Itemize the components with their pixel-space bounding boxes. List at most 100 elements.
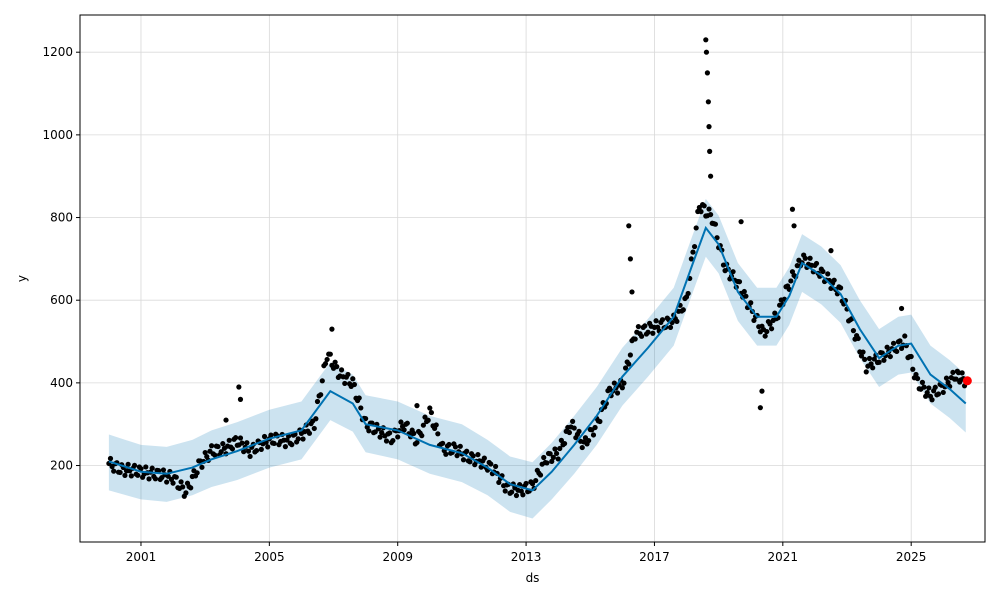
x-tick-label: 2001 bbox=[126, 550, 157, 564]
observed-point bbox=[547, 451, 553, 457]
y-tick-label: 800 bbox=[50, 211, 73, 225]
observed-point bbox=[860, 349, 866, 355]
observed-point bbox=[929, 397, 935, 403]
observed-point bbox=[940, 389, 946, 396]
observed-point bbox=[164, 479, 170, 485]
observed-point bbox=[701, 203, 707, 209]
observed-point bbox=[935, 391, 942, 397]
observed-point bbox=[313, 416, 319, 422]
observed-point bbox=[597, 418, 603, 425]
observed-point bbox=[550, 454, 556, 460]
observed-point bbox=[698, 209, 704, 215]
x-tick-label: 2017 bbox=[639, 550, 670, 564]
observed-point bbox=[226, 437, 232, 443]
observed-point bbox=[890, 340, 897, 346]
observed-point bbox=[566, 429, 573, 436]
observed-point bbox=[327, 351, 333, 357]
observed-point bbox=[708, 173, 714, 179]
observed-point bbox=[898, 305, 905, 312]
observed-point bbox=[282, 444, 288, 450]
observed-point bbox=[626, 361, 632, 367]
y-tick-label: 1000 bbox=[42, 128, 73, 142]
observed-point bbox=[143, 464, 149, 470]
observed-point bbox=[544, 460, 550, 466]
observed-point bbox=[705, 99, 711, 105]
observed-point bbox=[871, 356, 877, 362]
observed-point bbox=[199, 464, 205, 470]
observed-point bbox=[395, 434, 401, 440]
observed-point bbox=[945, 379, 951, 386]
observed-point bbox=[239, 440, 245, 446]
observed-point bbox=[284, 437, 290, 443]
observed-point bbox=[688, 256, 694, 262]
observed-point bbox=[751, 317, 757, 324]
observed-point bbox=[156, 468, 162, 474]
y-tick-label: 400 bbox=[50, 376, 73, 390]
observed-point bbox=[881, 357, 887, 363]
observed-point bbox=[523, 480, 529, 487]
observed-point bbox=[295, 436, 301, 442]
observed-point bbox=[757, 405, 763, 411]
highlight-point bbox=[962, 376, 972, 386]
observed-point bbox=[460, 457, 467, 463]
observed-point bbox=[590, 432, 597, 438]
observed-point bbox=[850, 328, 857, 334]
observed-point bbox=[208, 443, 215, 449]
x-tick-label: 2025 bbox=[896, 550, 927, 564]
x-tick-label: 2013 bbox=[511, 550, 542, 564]
observed-point bbox=[674, 318, 680, 324]
observed-point bbox=[427, 405, 433, 411]
observed-point bbox=[910, 366, 916, 372]
y-tick-label: 1200 bbox=[42, 45, 73, 59]
observed-point bbox=[813, 260, 820, 267]
observed-point bbox=[820, 268, 826, 275]
observed-point bbox=[440, 440, 446, 446]
observed-point bbox=[586, 437, 592, 444]
observed-point bbox=[356, 395, 362, 401]
observed-point bbox=[921, 384, 927, 390]
observed-point bbox=[311, 425, 317, 432]
observed-point bbox=[135, 472, 141, 478]
observed-point bbox=[950, 369, 956, 376]
observed-point bbox=[125, 461, 131, 467]
observed-point bbox=[117, 469, 123, 476]
observed-point bbox=[372, 429, 378, 435]
observed-point bbox=[571, 425, 577, 431]
observed-point bbox=[768, 326, 775, 332]
interval-band bbox=[108, 198, 966, 519]
observed-point bbox=[870, 365, 876, 371]
observed-point bbox=[807, 255, 813, 261]
observed-point bbox=[788, 278, 794, 284]
observed-point bbox=[475, 452, 481, 458]
observed-point bbox=[943, 375, 950, 381]
observed-point bbox=[627, 352, 633, 358]
observed-point bbox=[828, 248, 834, 254]
observed-point bbox=[741, 288, 747, 295]
observed-point bbox=[611, 380, 617, 386]
observed-point bbox=[767, 321, 773, 327]
observed-point bbox=[149, 465, 155, 471]
observed-point bbox=[314, 398, 321, 405]
observed-point bbox=[789, 206, 796, 212]
observed-point bbox=[245, 448, 252, 454]
observed-point bbox=[414, 439, 420, 446]
observed-point bbox=[570, 418, 576, 424]
observed-point bbox=[537, 472, 544, 478]
observed-point bbox=[897, 338, 903, 344]
observed-point bbox=[470, 453, 476, 459]
y-tick-label: 200 bbox=[50, 459, 73, 473]
observed-point bbox=[650, 330, 656, 336]
observed-point bbox=[868, 361, 874, 367]
observed-point bbox=[452, 444, 459, 450]
observed-point bbox=[258, 446, 264, 452]
observed-point bbox=[614, 390, 621, 396]
observed-point bbox=[338, 367, 345, 373]
observed-point bbox=[884, 344, 890, 350]
observed-point bbox=[178, 479, 184, 485]
observed-point bbox=[557, 445, 563, 452]
observed-point bbox=[685, 290, 691, 297]
observed-point bbox=[180, 484, 186, 490]
observed-point bbox=[858, 353, 865, 359]
observed-point bbox=[659, 317, 666, 323]
observed-point bbox=[244, 440, 250, 446]
